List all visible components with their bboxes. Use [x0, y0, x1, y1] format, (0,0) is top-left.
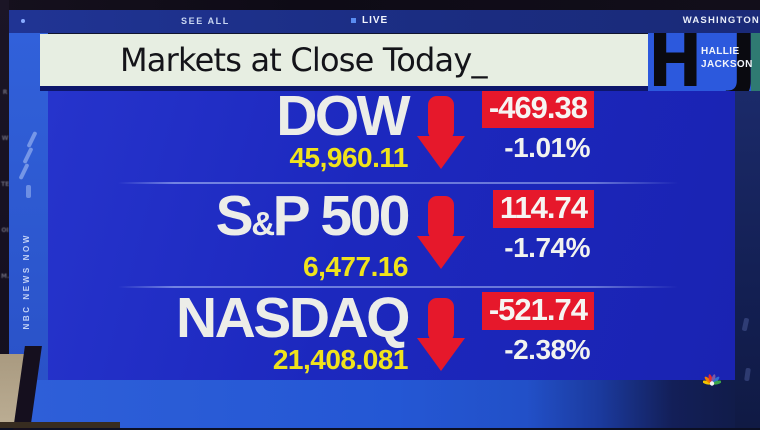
- host-name-line1: HALLIE: [701, 46, 740, 57]
- wave-watermark-icon: [18, 162, 30, 181]
- status-bar: SEE ALL LIVE WASHINGTON: [9, 10, 760, 33]
- live-indicator: LIVE: [351, 14, 388, 27]
- headline-title: Markets at Close Today_: [120, 41, 487, 79]
- markets-panel: DOW 45,960.11 -469.38 -1.01% S&P 500 6,4…: [48, 86, 735, 386]
- index-name: S&P 500: [215, 184, 411, 248]
- change-badge: -469.38: [481, 90, 594, 128]
- market-row-sp500: S&P 500 6,477.16 114.74 -1.74%: [58, 188, 594, 281]
- top-dark-strip: [0, 0, 760, 12]
- live-label: LIVE: [362, 15, 389, 26]
- see-all-label: SEE ALL: [181, 16, 230, 26]
- desk-edge: [0, 422, 120, 428]
- show-logo: H J HALLIE JACKSON: [648, 33, 760, 91]
- down-arrow-icon: [408, 188, 474, 281]
- percent-change: -1.01%: [504, 132, 590, 163]
- network-watermark: NBC NEWS NOW: [22, 233, 31, 330]
- show-host-name: HALLIE JACKSON: [701, 45, 753, 71]
- index-name: NASDAQ: [175, 286, 411, 350]
- screen-reflection: [744, 367, 751, 382]
- location-label: WASHINGTON: [682, 15, 760, 26]
- row-divider: [118, 182, 678, 184]
- headline-banner: Markets at Close Today_: [40, 34, 648, 86]
- percent-change: -1.74%: [504, 232, 590, 263]
- market-row-nasdaq: NASDAQ 21,408.081 -521.74 -2.38%: [58, 290, 594, 374]
- down-arrow-icon: [408, 88, 474, 172]
- screen-reflection: [741, 317, 750, 332]
- nbc-peacock-icon: [702, 374, 722, 395]
- market-row-dow: DOW 45,960.11 -469.38 -1.01%: [58, 88, 594, 172]
- wave-watermark-icon: [22, 146, 34, 165]
- dash-watermark-icon: [26, 185, 31, 198]
- frame-bottom-strip: [30, 380, 760, 428]
- down-arrow-icon: [408, 290, 474, 374]
- change-badge: 114.74: [492, 190, 594, 228]
- left-edge-strip: R W TE OI M.: [0, 0, 9, 428]
- teal-accent: [751, 33, 760, 91]
- banner-shadow: [40, 84, 748, 91]
- live-dot-icon: [351, 18, 356, 23]
- monitor-right-background: [735, 90, 760, 428]
- percent-change: -2.38%: [504, 334, 590, 365]
- row-divider: [118, 286, 678, 288]
- menu-dot-icon: [21, 19, 25, 23]
- index-value: 21,408.081: [272, 344, 409, 375]
- wave-watermark-icon: [26, 130, 38, 149]
- change-badge: -521.74: [481, 292, 594, 330]
- logo-h-glyph: H: [648, 33, 703, 91]
- index-name: DOW: [276, 84, 410, 148]
- background-text-fragments: R W TE OI M.: [1, 89, 10, 280]
- index-value: 45,960.11: [289, 142, 408, 173]
- logo-j-glyph: J: [730, 33, 758, 91]
- index-value: 6,477.16: [303, 251, 409, 282]
- host-name-line2: JACKSON: [701, 59, 753, 70]
